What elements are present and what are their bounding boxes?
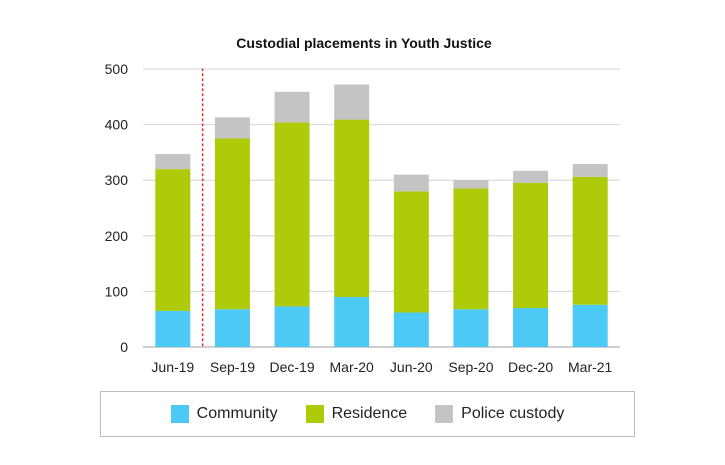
x-tick-label: Sep-19 (210, 359, 255, 375)
bar-segment-community (334, 296, 370, 347)
stacked-bar-chart: Custodial placements in Youth Justice 0 1… (105, 35, 620, 375)
bar-segment-residence (393, 191, 429, 313)
bar-segment-residence (453, 188, 489, 310)
legend-label-residence: Residence (331, 405, 408, 422)
bar-segment-community (214, 309, 250, 347)
x-tick-label: Jun-19 (151, 359, 194, 375)
bar-segment-police-custody (274, 91, 310, 123)
x-axis-ticks: Jun-19 Sep-19 Dec-19 Mar-20 Jun-20 Sep-20 Dec-… (151, 359, 612, 375)
y-tick-label: 400 (105, 117, 129, 133)
legend-item-community: Community (170, 405, 278, 423)
x-tick-label: Jun-20 (390, 359, 433, 375)
legend-label-community: Community (196, 405, 278, 422)
gridlines (143, 68, 620, 348)
y-tick-label: 200 (105, 228, 129, 244)
y-tick-label: 300 (105, 172, 129, 188)
bar-segment-residence (155, 169, 191, 311)
legend-label-police-custody: Police custody (461, 405, 565, 422)
x-tick-label: Mar-21 (568, 359, 613, 375)
bar-segment-residence (274, 122, 310, 307)
legend-item-residence: Residence (305, 405, 408, 423)
y-tick-label: 500 (105, 61, 129, 77)
bar-segment-community (572, 304, 608, 347)
bar-segment-residence (513, 182, 549, 309)
bar-segment-residence (334, 119, 370, 297)
bar-segment-community (393, 312, 429, 347)
y-axis-ticks: 0 100 200 300 400 500 (105, 61, 129, 355)
bar-segment-community (274, 306, 310, 347)
x-tick-label: Dec-20 (508, 359, 553, 375)
bar-segment-community (155, 310, 191, 347)
legend-swatch-community (170, 405, 189, 423)
legend-swatch-police-custody (435, 405, 454, 423)
bar-segment-community (453, 309, 489, 347)
bar-segment-police-custody (513, 170, 549, 183)
legend: Community Residence Police custody (100, 391, 635, 437)
chart-title: Custodial placements in Youth Justice (236, 35, 492, 51)
legend-item-police-custody: Police custody (435, 405, 564, 423)
bars-layer (155, 84, 608, 347)
x-tick-label: Dec-19 (269, 359, 314, 375)
bar-segment-police-custody (155, 154, 191, 170)
x-tick-label: Sep-20 (448, 359, 493, 375)
bar-segment-police-custody (334, 84, 370, 120)
x-tick-label: Mar-20 (330, 359, 375, 375)
y-tick-label: 0 (120, 339, 128, 355)
bar-segment-police-custody (572, 164, 608, 177)
bar-segment-police-custody (393, 174, 429, 192)
bar-segment-residence (214, 138, 250, 310)
bar-segment-police-custody (214, 117, 250, 139)
bar-segment-residence (572, 176, 608, 305)
bar-segment-community (513, 308, 549, 347)
y-tick-label: 100 (105, 283, 129, 299)
legend-swatch-residence (305, 405, 324, 423)
bar-segment-police-custody (453, 180, 489, 189)
